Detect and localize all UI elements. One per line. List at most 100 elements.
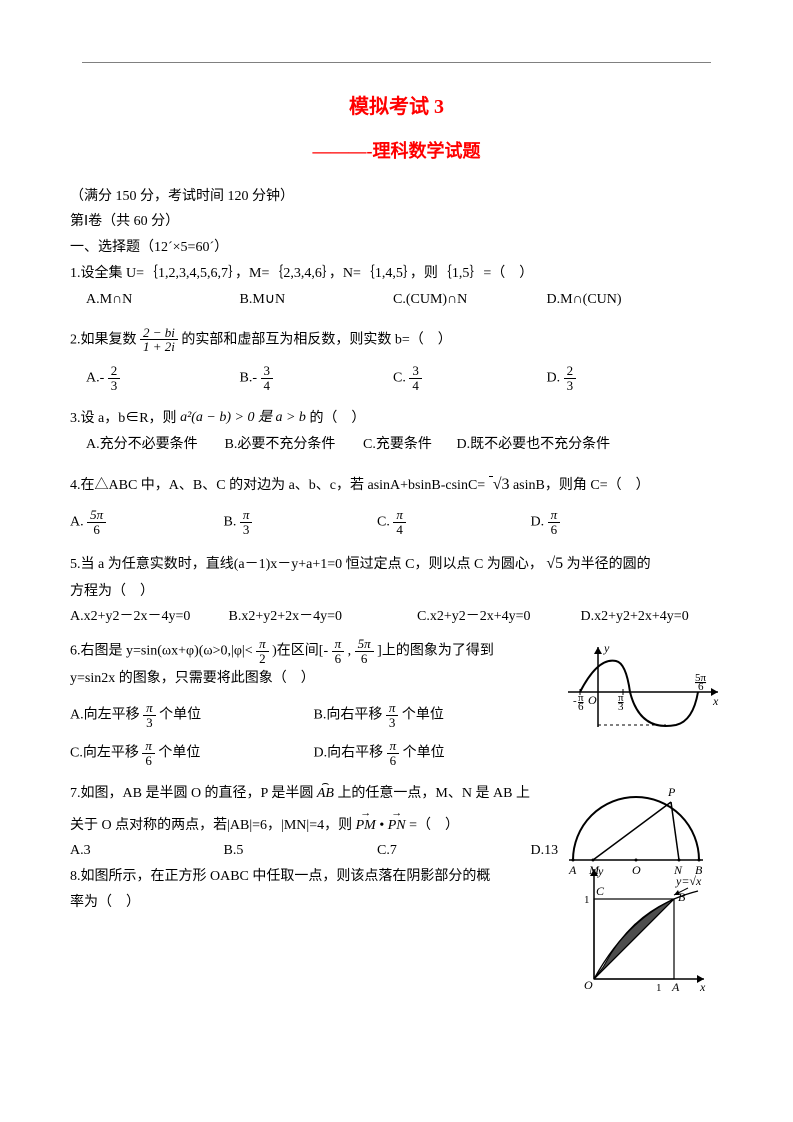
q6-block: y x O - π 6 π 3 5π 6 6.右图是 y=sin(: [70, 637, 723, 768]
fig6-y: y: [603, 641, 610, 655]
q3-opt-a: A.充分不必要条件: [86, 433, 221, 457]
q6-opt-b: B.向右平移 π3 个单位: [314, 701, 444, 729]
q1-options: A.M∩N B.M∪N C.(CUM)∩N D.M∩(CUN): [70, 288, 723, 312]
q2-stem: 2.如果复数 2 − bi 1 + 2i 的实部和虚部互为相反数，则实数 b=（…: [70, 326, 723, 354]
q4-d-pre: D.: [531, 514, 548, 529]
q6d-post: 个单位: [403, 746, 445, 761]
q6-figure: y x O - π 6 π 3 5π 6: [568, 637, 723, 737]
q2-a-frac: 2 3: [108, 364, 121, 392]
q6-pre: 6.右图是 y=sin(ωx+φ)(ω>0,|φ|<: [70, 643, 253, 658]
q4-a-num: 5π: [87, 508, 106, 523]
q5-options: A.x2+y2－2x－4y=0 B.x2+y2+2x－4y=0 C.x2+y2－…: [70, 605, 723, 629]
q7-vec1: PM: [356, 814, 376, 838]
fig8-C: C: [596, 884, 605, 898]
q4-pre: 4.在△ABC 中，A、B、C 的对边为 a、b、c，若 asinA+bsinB…: [70, 478, 485, 493]
q6-opt-a: A.向左平移 π3 个单位: [70, 701, 310, 729]
q6-mid2: ,: [348, 643, 355, 658]
q2-a-num: 2: [108, 364, 121, 379]
q4-d-num: π: [548, 508, 561, 523]
f2n: π: [332, 637, 345, 652]
q1-opt-d: D.M∩(CUN): [547, 288, 697, 312]
intro-fullmark: （满分 150 分，考试时间 120 分钟）: [70, 185, 723, 209]
q4-b-pre: B.: [224, 514, 240, 529]
q4-b-frac: π 3: [240, 508, 253, 536]
q5-stem1: 5.当 a 为任意实数时，直线(a－1)x－y+a+1=0 恒过定点 C，则以点…: [70, 550, 723, 577]
q6cn: π: [142, 739, 155, 754]
f3d: 6: [355, 652, 374, 666]
q4-rad: √3: [493, 476, 510, 493]
q2-c-den: 4: [409, 379, 422, 393]
q2-pre: 2.如果复数: [70, 332, 137, 347]
q7-dot: •: [379, 818, 387, 833]
q3-cond: a²(a − b) > 0 是 a > b: [180, 410, 306, 425]
q6an: π: [143, 701, 156, 716]
q2-post: 的实部和虚部互为相反数，则实数 b=（ ）: [181, 332, 451, 347]
q6b-frac: π3: [386, 701, 399, 729]
header-rule: [82, 62, 711, 63]
q5-rad: √5: [546, 555, 563, 572]
q2-options: A.- 2 3 B.- 3 4 C. 3 4 D. 2 3: [70, 364, 723, 392]
q6-f1: π2: [256, 637, 269, 665]
q4-a-pre: A.: [70, 514, 87, 529]
fig8-1x: 1: [656, 982, 662, 994]
q2-d-frac: 2 3: [564, 364, 577, 392]
q6cd: 6: [142, 754, 155, 768]
f1n: π: [256, 637, 269, 652]
q2-d-den: 3: [564, 379, 577, 393]
page-subtitle: ———-理科数学试题: [70, 136, 723, 167]
q5-stem2: 方程为（ ）: [70, 580, 723, 604]
q4-c-num: π: [393, 508, 406, 523]
q1-opt-b: B.M∪N: [240, 288, 390, 312]
q4-c-den: 4: [393, 523, 406, 537]
q3-post: 的（ ）: [309, 411, 365, 426]
f1d: 2: [256, 652, 269, 666]
q6-opt-c: C.向左平移 π6 个单位: [70, 739, 310, 767]
q2-b-pre: B.-: [240, 370, 258, 385]
q7-opt-a: A.3: [70, 839, 220, 863]
q6a-pre: A.向左平移: [70, 708, 143, 723]
q5-pre: 5.当 a 为任意实数时，直线(a－1)x－y+a+1=0 恒过定点 C，则以点…: [70, 557, 543, 572]
svg-text:6: 6: [698, 681, 704, 693]
q2-c-pre: C.: [393, 370, 409, 385]
q4-c-pre: C.: [377, 514, 393, 529]
q3-opt-c: C.充要条件: [363, 433, 453, 457]
q7-arc: AB: [317, 782, 334, 806]
q1-opt-c: C.(CUM)∩N: [393, 288, 543, 312]
sine-graph-icon: y x O - π 6 π 3 5π 6: [568, 637, 723, 737]
q6d-pre: D.向右平移: [314, 746, 387, 761]
intro-section1: 一、选择题（12´×5=60´）: [70, 236, 723, 260]
fig7-P: P: [667, 785, 676, 799]
q2-num: 2 − bi: [140, 326, 178, 341]
q6c-post: 个单位: [158, 746, 200, 761]
q4-stem: 4.在△ABC 中，A、B、C 的对边为 a、b、c，若 asinA+bsinB…: [70, 471, 723, 498]
fig6-x: x: [712, 694, 719, 708]
q2-opt-d: D. 2 3: [547, 364, 697, 392]
q3-stem: 3.设 a，b∈R，则 a²(a − b) > 0 是 a > b 的（ ）: [70, 406, 723, 431]
q6-opt-d: D.向右平移 π6 个单位: [314, 739, 445, 767]
q7-mid: 上的任意一点，M、N 是 AB 上: [337, 786, 530, 801]
q5-opt-a: A.x2+y2－2x－4y=0: [70, 605, 225, 629]
q2-opt-c: C. 3 4: [393, 364, 543, 392]
q4-a-frac: 5π 6: [87, 508, 106, 536]
q2-c-frac: 3 4: [409, 364, 422, 392]
q6c-frac: π6: [142, 739, 155, 767]
fig8-1y: 1: [584, 894, 590, 906]
q4-b-num: π: [240, 508, 253, 523]
q8-block: O A B C 1 1 y x y=√x 8.如图所示，在正方形 OABC 中任…: [70, 865, 723, 915]
q6b-post: 个单位: [402, 708, 444, 723]
page-title: 模拟考试 3: [70, 90, 723, 124]
q6dn: π: [387, 739, 400, 754]
q7-opt-b: B.5: [224, 839, 374, 863]
q2-a-pre: A.-: [86, 370, 104, 385]
q2-opt-a: A.- 2 3: [86, 364, 236, 392]
q5-opt-b: B.x2+y2+2x－4y=0: [229, 605, 414, 629]
q6-mid1: )在区间[-: [272, 643, 328, 658]
q6d-frac: π6: [387, 739, 400, 767]
q6bd: 3: [386, 716, 399, 730]
q4-d-frac: π 6: [548, 508, 561, 536]
q3-opt-b: B.必要不充分条件: [225, 433, 360, 457]
q4-options: A. 5π 6 B. π 3 C. π 4 D. π 6: [70, 508, 723, 536]
q4-a-den: 6: [87, 523, 106, 537]
q2-d-pre: D.: [547, 370, 564, 385]
q2-b-frac: 3 4: [261, 364, 274, 392]
